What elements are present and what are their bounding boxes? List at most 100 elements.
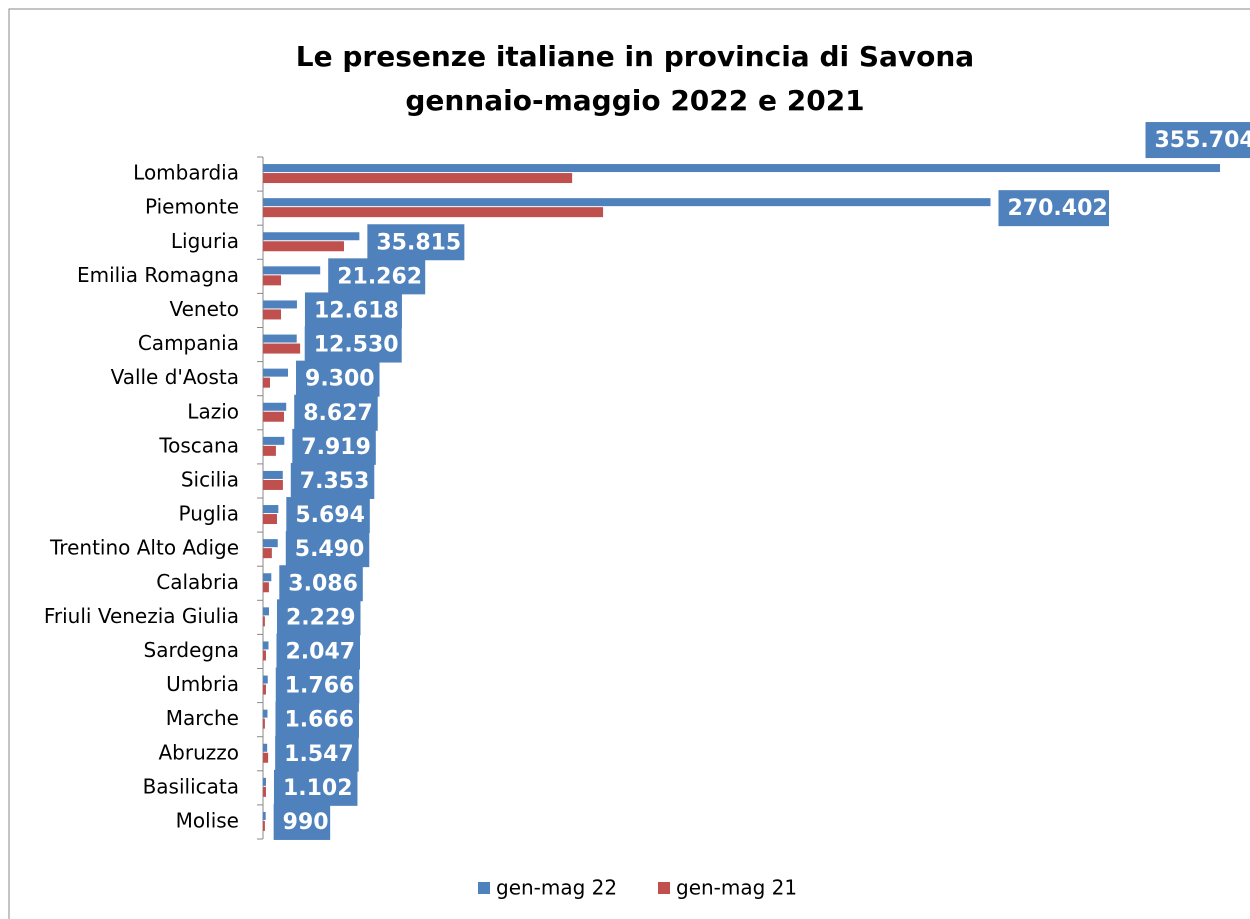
- bar: [263, 164, 1220, 173]
- bar: [263, 709, 268, 718]
- category-label: Basilicata: [143, 774, 239, 798]
- category-label: Friuli Venezia Giulia: [44, 604, 239, 628]
- bar: [263, 343, 301, 354]
- category-label: Lazio: [187, 399, 239, 423]
- bar: [263, 718, 265, 729]
- bar: [263, 275, 282, 286]
- value-label-box: [275, 701, 359, 738]
- bar: [263, 445, 276, 456]
- legend-swatch: [478, 882, 490, 894]
- category-label: Piemonte: [145, 195, 239, 219]
- chart-title: Le presenze italiane in provincia di Sav…: [296, 40, 974, 73]
- bar: [263, 650, 266, 661]
- category-label: Valle d'Aosta: [111, 365, 239, 389]
- value-label-box: [279, 565, 363, 602]
- category-label: Sicilia: [181, 467, 239, 491]
- value-label: 5.490: [295, 537, 365, 562]
- value-label-box: [296, 360, 380, 397]
- value-label: 1.766: [285, 674, 355, 699]
- value-label: 2.047: [286, 639, 356, 664]
- category-label: Marche: [166, 706, 239, 730]
- category-label: Calabria: [156, 570, 239, 594]
- chart-frame: [8, 8, 1250, 919]
- category-label: Campania: [138, 331, 239, 355]
- bar: [263, 675, 268, 684]
- value-label: 7.353: [300, 469, 370, 494]
- value-label-box: [328, 258, 426, 295]
- category-label: Emilia Romagna: [77, 263, 239, 287]
- value-label: 270.402: [1008, 196, 1108, 221]
- value-label: 1.666: [284, 708, 354, 733]
- value-label-box: [273, 803, 331, 840]
- value-label-box: [273, 769, 358, 806]
- value-label-box: [286, 497, 370, 534]
- bar: [263, 198, 991, 207]
- bar: [263, 232, 360, 241]
- bar: [263, 607, 269, 616]
- bar: [263, 173, 573, 184]
- category-label: Puglia: [179, 502, 239, 526]
- bar: [263, 411, 284, 422]
- value-label-box: [294, 394, 378, 431]
- bar: [263, 505, 279, 514]
- bar: [263, 811, 266, 820]
- value-label: 3.086: [288, 571, 358, 596]
- legend-swatch: [658, 882, 670, 894]
- chart-subtitle: gennaio-maggio 2022 e 2021: [405, 84, 864, 117]
- category-label: Veneto: [170, 297, 240, 321]
- category-label: Abruzzo: [158, 740, 239, 764]
- category-label: Lombardia: [133, 161, 239, 185]
- category-label: Umbria: [166, 672, 239, 696]
- value-label-box: [292, 428, 376, 465]
- category-label: Toscana: [158, 433, 239, 457]
- value-label: 21.262: [337, 264, 422, 289]
- value-label: 990: [283, 810, 329, 835]
- value-label: 1.547: [284, 742, 354, 767]
- value-label: 9.300: [305, 367, 375, 392]
- value-label-box: [998, 190, 1110, 227]
- value-label-box: [290, 462, 375, 499]
- value-label-box: [276, 599, 361, 636]
- value-label-box: [304, 292, 402, 329]
- value-label: 8.627: [303, 401, 373, 426]
- bar: [263, 752, 269, 763]
- value-label: 7.919: [301, 435, 371, 460]
- legend-label: gen-mag 22: [496, 876, 617, 900]
- category-label: Molise: [176, 808, 239, 832]
- value-label: 355.704: [1155, 128, 1250, 153]
- value-label: 5.694: [295, 503, 365, 528]
- bar: [263, 641, 269, 650]
- bar: [263, 582, 269, 593]
- bar: [263, 241, 344, 252]
- bar: [263, 616, 265, 627]
- bar: [263, 684, 266, 695]
- value-label: 1.102: [283, 776, 353, 801]
- bar: [263, 266, 321, 275]
- value-label: 2.229: [286, 605, 356, 630]
- value-label: 12.618: [314, 298, 399, 323]
- category-label: Liguria: [171, 229, 239, 253]
- value-label-box: [367, 224, 465, 261]
- bar: [263, 539, 278, 548]
- bar: [263, 479, 283, 490]
- bar: [263, 743, 268, 752]
- bar: [263, 548, 272, 559]
- value-label-box: [285, 531, 370, 568]
- value-label-box: [275, 735, 359, 772]
- bar: [263, 786, 266, 797]
- legend-label: gen-mag 21: [676, 876, 797, 900]
- bar: [263, 820, 265, 831]
- bar: [263, 207, 604, 218]
- category-label: Sardegna: [144, 638, 239, 662]
- value-label: 12.530: [314, 333, 399, 358]
- bar: [263, 377, 270, 388]
- bar: [263, 334, 297, 343]
- value-label-box: [1145, 122, 1250, 159]
- bar: [263, 402, 287, 411]
- bar: [263, 573, 272, 582]
- value-label-box: [275, 667, 360, 704]
- bar: [263, 300, 297, 309]
- bar: [263, 368, 289, 377]
- bar: [263, 470, 283, 479]
